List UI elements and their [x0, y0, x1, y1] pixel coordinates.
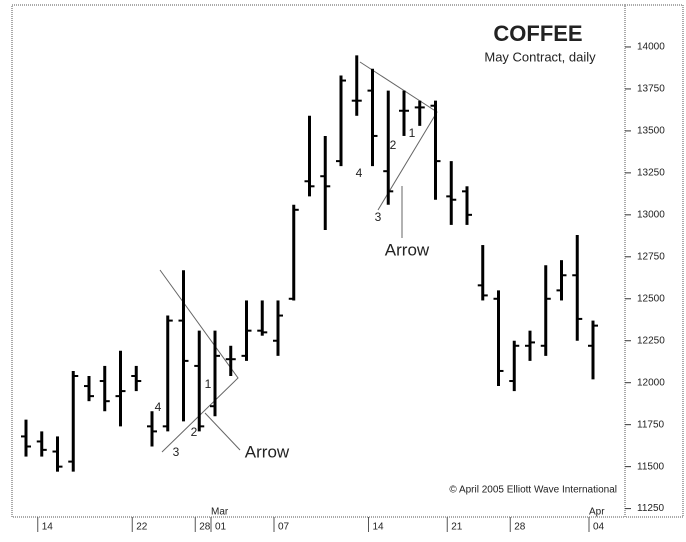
chart-title: COFFEE [493, 21, 582, 46]
x-tick-label: 22 [136, 522, 148, 533]
y-tick-label: 11750 [637, 419, 665, 430]
x-tick-label: 04 [593, 522, 605, 533]
y-tick-label: 13000 [637, 209, 665, 220]
annotation: 2 [390, 138, 397, 152]
y-tick-label: 13750 [637, 84, 665, 95]
annotation: 2 [191, 425, 198, 439]
y-tick-label: 14000 [637, 42, 665, 53]
annotation: Arrow [385, 240, 430, 259]
y-tick-label: 12250 [637, 335, 665, 346]
credit: © April 2005 Elliott Wave International [449, 485, 617, 496]
annotation: 1 [409, 126, 416, 140]
chart-subtitle: May Contract, daily [484, 49, 596, 64]
y-tick-label: 12750 [637, 251, 665, 262]
x-tick-label: 21 [451, 522, 463, 533]
annotation: Arrow [245, 442, 290, 461]
y-tick-label: 13250 [637, 168, 665, 179]
x-tick-label: 28 [199, 522, 211, 533]
y-tick-label: 12000 [637, 377, 665, 388]
x-tick-label: 28 [514, 522, 526, 533]
x-tick-label: 01 [215, 522, 227, 533]
plot-frame [11, 4, 626, 518]
x-tick-label: 14 [373, 522, 385, 533]
y-tick-label: 11250 [637, 503, 665, 514]
y-tick-label: 13500 [637, 126, 665, 137]
wedge-line [159, 269, 239, 453]
month-label: Mar [211, 507, 229, 518]
annotation: 4 [356, 166, 363, 180]
annotation: 3 [375, 210, 382, 224]
annotation: 1 [205, 377, 212, 391]
annotation: 4 [155, 400, 162, 414]
x-tick-label: 07 [278, 522, 290, 533]
month-label: Apr [589, 507, 605, 518]
x-tick-label: 14 [42, 522, 54, 533]
y-tick-label: 12500 [637, 293, 665, 304]
annotation: 3 [173, 445, 180, 459]
arrow-pointer [204, 412, 241, 451]
axis-frame [624, 4, 684, 518]
y-tick-label: 11500 [637, 461, 665, 472]
